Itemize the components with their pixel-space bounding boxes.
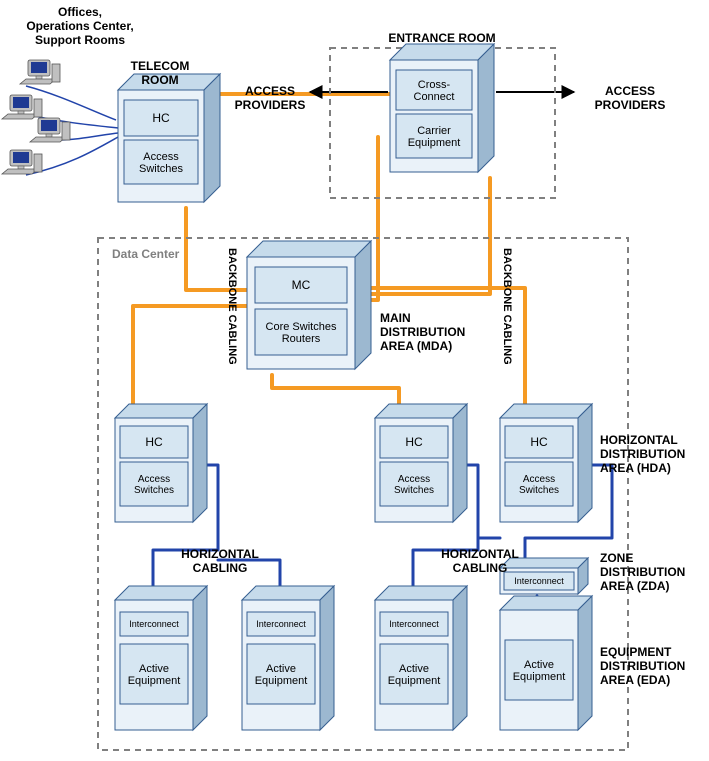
label-data-center: Data Center [112, 247, 180, 261]
panel-label: AccessSwitches [519, 474, 559, 496]
panel-label: Interconnect [389, 619, 439, 629]
panel-label: HC [145, 435, 163, 449]
label-mda: MAINDISTRIBUTIONAREA (MDA) [380, 311, 465, 353]
rack-entrance: Cross-ConnectCarrierEquipment [390, 44, 494, 172]
panel-label: HC [405, 435, 423, 449]
panel-label: AccessSwitches [394, 474, 434, 496]
rack-hda3: HC AccessSwitches [500, 404, 592, 522]
label-horizontal-cabling-left: HORIZONTALCABLING [181, 547, 259, 575]
label-backbone-left: BACKBONE CABLING [226, 248, 238, 365]
label-horizontal-cabling-right: HORIZONTALCABLING [441, 547, 519, 575]
rack-eda2: InterconnectActiveEquipment [242, 586, 334, 730]
rack-eda1: InterconnectActiveEquipment [115, 586, 207, 730]
panel-label: HC [530, 435, 548, 449]
rack-mda: MCCore SwitchesRouters [247, 241, 371, 369]
label-entrance-room: ENTRANCE ROOM [388, 31, 495, 45]
label-zda: ZONEDISTRIBUTIONAREA (ZDA) [600, 551, 685, 593]
panel-label: Interconnect [256, 619, 306, 629]
rack-zda: Interconnect [500, 558, 588, 594]
workstation-icon [2, 95, 42, 119]
rack-eda3: InterconnectActiveEquipment [375, 586, 467, 730]
label-access-providers-left: ACCESSPROVIDERS [235, 84, 306, 112]
panel-label: MC [292, 278, 311, 292]
panel-label: HC [152, 111, 170, 125]
label-access-providers-right: ACCESSPROVIDERS [595, 84, 666, 112]
panel-label: AccessSwitches [139, 151, 184, 175]
panel-label: Interconnect [129, 619, 179, 629]
panel-label: AccessSwitches [134, 474, 174, 496]
panel-label: Interconnect [514, 576, 564, 586]
rack-hda1: HC AccessSwitches [115, 404, 207, 522]
workstation-icon [20, 60, 60, 84]
label-eda: EQUIPMENTDISTRIBUTIONAREA (EDA) [600, 645, 685, 687]
label-hda: HORIZONTALDISTRIBUTIONAREA (HDA) [600, 433, 685, 475]
panel-label: Cross-Connect [414, 79, 455, 103]
label-backbone-right: BACKBONE CABLING [501, 248, 513, 365]
rack-telecom: HC AccessSwitches [118, 74, 220, 202]
backbone-cable [366, 178, 490, 294]
label-offices: Offices,Operations Center,Support Rooms [26, 5, 133, 47]
rack-hda2: HC AccessSwitches [375, 404, 467, 522]
rack-eda4: ActiveEquipment [500, 596, 592, 730]
workstation-icon [2, 150, 42, 174]
